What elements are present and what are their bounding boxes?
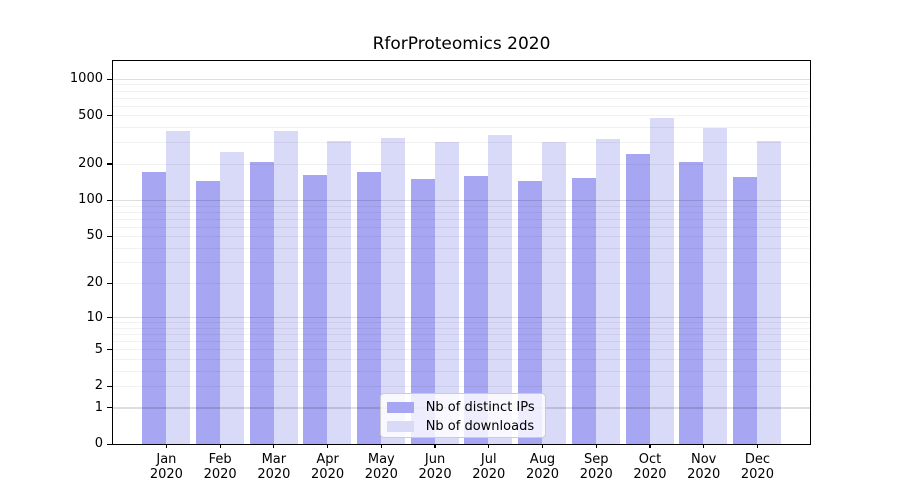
bar-nb-of-downloads-jan <box>166 130 191 444</box>
bar-nb-of-downloads-nov <box>703 128 728 444</box>
bar-nb-of-downloads-oct <box>649 117 674 444</box>
y-tick-label: 100 <box>78 192 103 208</box>
y-tick <box>107 348 112 351</box>
bar-nb-of-distinct-ips-apr <box>303 174 328 444</box>
x-tick <box>703 444 705 449</box>
y-tick-label: 200 <box>78 155 103 171</box>
y-tick-label: 1000 <box>69 71 103 87</box>
y-tick-label: 500 <box>78 107 103 123</box>
y-tick-label: 2 <box>94 378 103 394</box>
x-tick-label: Jun 2020 <box>418 452 452 482</box>
y-tick <box>107 115 112 117</box>
y-tick-label: 10 <box>86 309 103 325</box>
y-tick <box>107 316 112 319</box>
y-tick-label: 1 <box>94 399 103 415</box>
x-tick <box>326 444 329 449</box>
bar-nb-of-downloads-mar <box>273 131 298 444</box>
x-tick-label: Nov 2020 <box>687 452 721 482</box>
bar-nb-of-downloads-dec <box>757 140 782 444</box>
y-tick <box>107 78 112 80</box>
bar-nb-of-downloads-sep <box>595 138 620 444</box>
y-tick <box>107 385 112 387</box>
x-tick <box>756 444 759 449</box>
x-tick-label: Feb 2020 <box>203 452 237 482</box>
bars-layer <box>113 61 810 444</box>
y-tick <box>107 282 112 284</box>
bar-nb-of-distinct-ips-dec <box>733 177 758 444</box>
legend-item-distinct-ips: Nb of distinct IPs <box>386 398 545 417</box>
bar-nb-of-downloads-feb <box>219 151 244 444</box>
x-tick <box>649 444 651 449</box>
x-tick <box>219 444 221 449</box>
x-tick <box>595 444 597 449</box>
y-tick <box>107 199 112 201</box>
y-tick <box>107 235 112 238</box>
bar-nb-of-distinct-ips-mar <box>249 162 274 444</box>
bar-nb-of-distinct-ips-jan <box>142 172 167 444</box>
y-tick <box>107 407 112 409</box>
legend-swatch-distinct-ips <box>386 402 414 413</box>
x-tick-label: Mar 2020 <box>257 452 291 482</box>
x-tick <box>488 444 490 449</box>
x-tick <box>380 444 382 449</box>
y-tick-label: 20 <box>86 275 103 291</box>
bar-nb-of-distinct-ips-oct <box>625 154 650 444</box>
plot-area <box>111 60 811 445</box>
bar-nb-of-distinct-ips-sep <box>571 177 596 444</box>
x-tick-label: Sep 2020 <box>579 452 613 482</box>
x-tick-label: Apr 2020 <box>311 452 345 482</box>
y-tick <box>107 163 112 165</box>
y-tick <box>107 443 112 445</box>
y-tick-label: 50 <box>86 228 103 244</box>
bar-nb-of-downloads-aug <box>542 142 567 444</box>
x-tick-label: May 2020 <box>364 452 398 482</box>
legend: Nb of distinct IPs Nb of downloads <box>379 393 546 438</box>
y-tick-label: 0 <box>94 436 103 452</box>
x-tick-label: Jan 2020 <box>149 452 183 482</box>
x-tick-label: Aug 2020 <box>525 452 560 482</box>
bar-nb-of-distinct-ips-feb <box>195 180 220 444</box>
bar-nb-of-distinct-ips-may <box>357 172 381 444</box>
y-tick-label: 5 <box>94 341 103 357</box>
x-tick-label: Dec 2020 <box>740 452 774 482</box>
x-tick <box>165 444 167 449</box>
x-tick <box>541 444 544 449</box>
x-tick-label: Jul 2020 <box>472 452 506 482</box>
chart-title: RforProteomics 2020 <box>372 34 551 54</box>
bar-nb-of-downloads-jul <box>488 134 513 444</box>
legend-swatch-downloads <box>386 421 414 432</box>
legend-label-downloads: Nb of downloads <box>425 419 535 434</box>
legend-item-downloads: Nb of downloads <box>386 417 545 436</box>
x-tick <box>273 444 275 449</box>
x-tick <box>434 444 436 449</box>
bar-nb-of-downloads-apr <box>327 140 352 444</box>
x-tick-label: Oct 2020 <box>633 452 667 482</box>
bar-nb-of-distinct-ips-nov <box>679 162 704 444</box>
legend-label-distinct-ips: Nb of distinct IPs <box>425 400 535 415</box>
